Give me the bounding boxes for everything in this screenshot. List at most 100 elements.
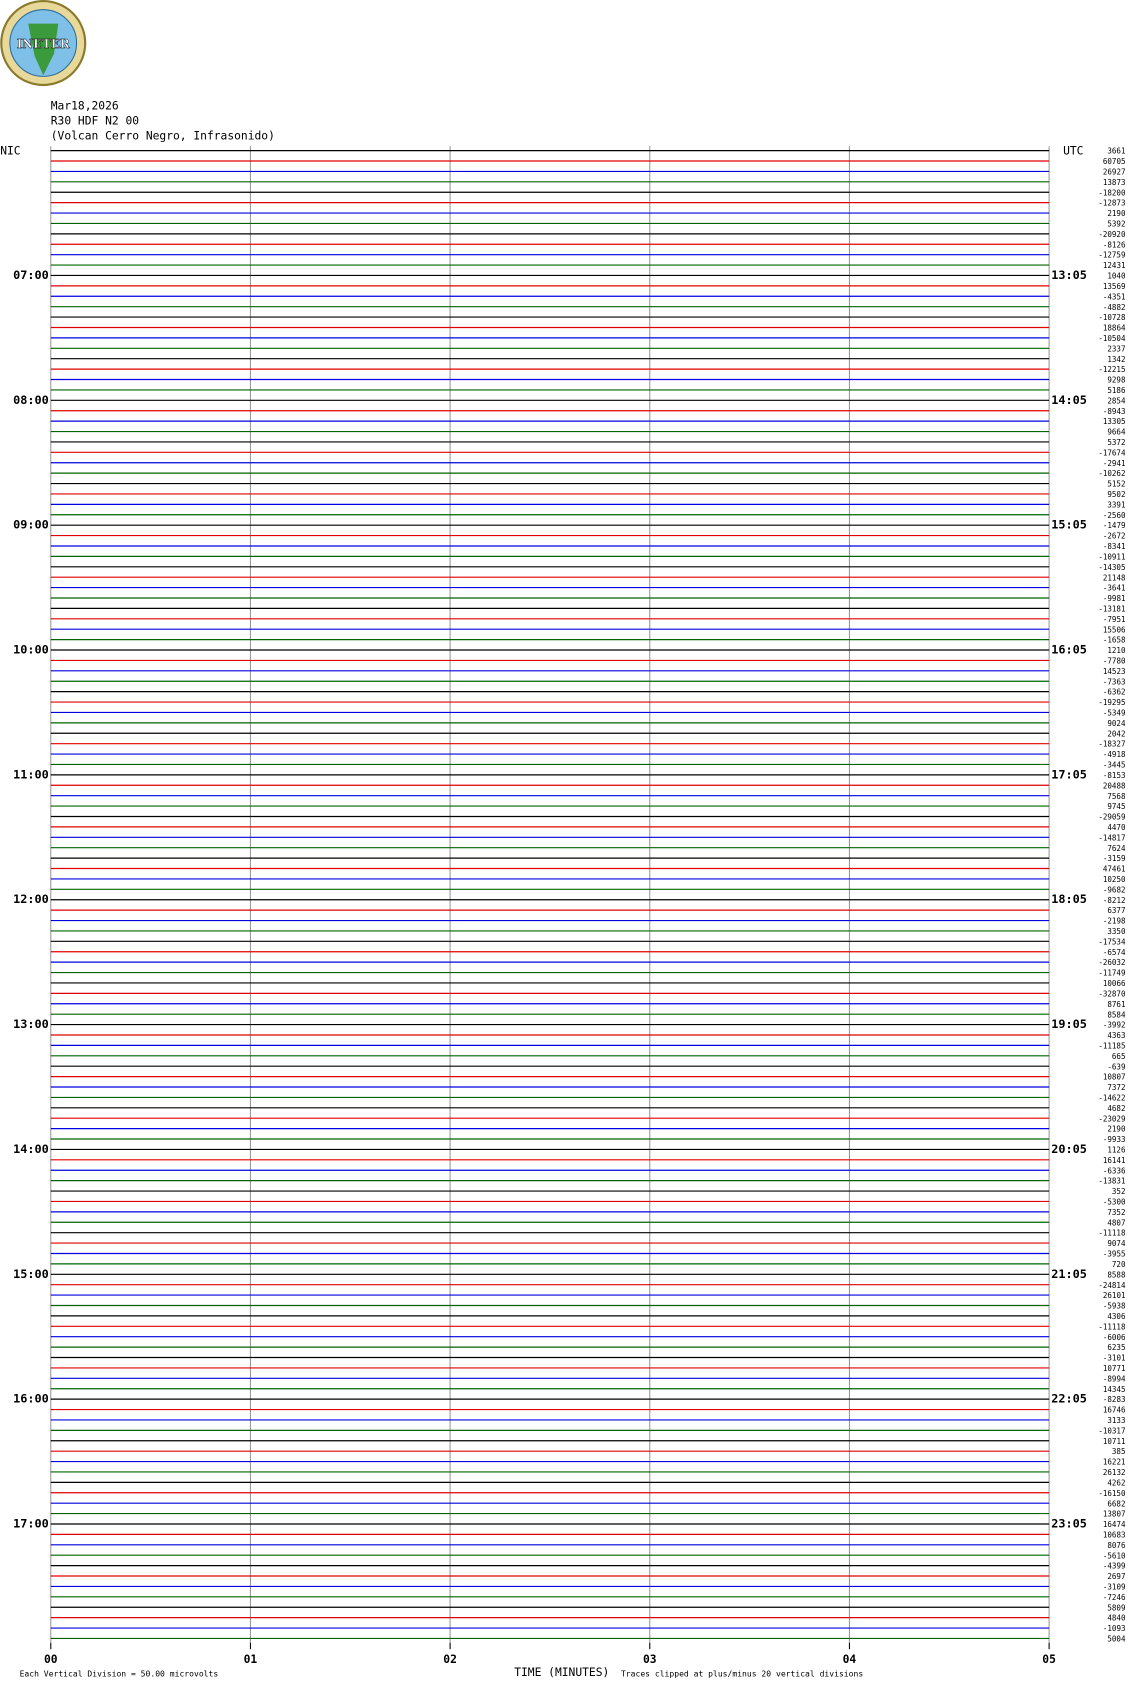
offset-label: -17674 <box>1098 448 1126 457</box>
offset-label: -3159 <box>1103 854 1126 863</box>
offset-label: 8761 <box>1107 1000 1126 1009</box>
offset-label: 385 <box>1112 1447 1126 1456</box>
offset-label: -6574 <box>1103 948 1126 957</box>
offset-label: -1658 <box>1103 636 1126 645</box>
offset-label: 16141 <box>1103 1156 1126 1165</box>
scale-note: Each Vertical Division = 50.00 microvolt… <box>20 1669 219 1678</box>
offset-label: -3445 <box>1103 761 1126 770</box>
offset-label: -9981 <box>1103 594 1126 603</box>
offset-label: -14622 <box>1098 1093 1125 1102</box>
offset-label: 4306 <box>1107 1312 1126 1321</box>
offset-label: -18200 <box>1098 188 1126 197</box>
offset-label: 2042 <box>1107 729 1125 738</box>
offset-label: 20488 <box>1103 781 1126 790</box>
offset-label: -6006 <box>1103 1333 1126 1342</box>
offset-label: -13181 <box>1098 604 1126 613</box>
offset-label: -4882 <box>1103 303 1126 312</box>
right-time-label: 19:05 <box>1051 1017 1087 1031</box>
left-time-label: 12:00 <box>13 892 49 906</box>
offset-label: -23029 <box>1098 1114 1126 1123</box>
offset-label: 13569 <box>1103 282 1126 291</box>
offset-label: 2337 <box>1107 344 1125 353</box>
right-time-label: 18:05 <box>1051 892 1087 906</box>
offset-label: 4840 <box>1107 1614 1126 1623</box>
offset-label: 352 <box>1112 1187 1126 1196</box>
offset-label: -7246 <box>1103 1593 1126 1602</box>
station: R30 HDF N2 00 <box>51 115 140 128</box>
offset-label: 16221 <box>1103 1458 1126 1467</box>
offset-label: 2190 <box>1107 1125 1126 1134</box>
right-time-label: 23:05 <box>1051 1516 1087 1530</box>
x-tick-label: 05 <box>1042 1653 1056 1666</box>
x-tick-label: 01 <box>244 1653 258 1666</box>
offset-label: -24814 <box>1098 1281 1126 1290</box>
offset-label: -5300 <box>1103 1198 1126 1207</box>
offset-label: 8076 <box>1107 1541 1126 1550</box>
right-time-label: 22:05 <box>1051 1392 1087 1406</box>
offset-label: -14305 <box>1098 563 1125 572</box>
offset-label: -4399 <box>1103 1562 1126 1571</box>
left-time-label: 08:00 <box>13 393 49 407</box>
offset-label: 9502 <box>1107 490 1125 499</box>
offset-label: -6362 <box>1103 688 1126 697</box>
offset-label: -12215 <box>1098 365 1125 374</box>
offset-label: -29059 <box>1098 813 1126 822</box>
offset-label: 7352 <box>1107 1208 1125 1217</box>
offset-label: 9024 <box>1107 719 1126 728</box>
offset-label: 13873 <box>1103 178 1126 187</box>
offset-label: -7951 <box>1103 615 1126 624</box>
right-time-label: 21:05 <box>1051 1267 1087 1281</box>
offset-label: 21148 <box>1103 573 1126 582</box>
offset-label: 720 <box>1112 1260 1126 1269</box>
right-time-label: 17:05 <box>1051 767 1087 781</box>
left-time-label: 14:00 <box>13 1142 49 1156</box>
right-zone: UTC <box>1063 145 1083 158</box>
offset-label: 6377 <box>1107 906 1125 915</box>
offset-label: 7624 <box>1107 844 1126 853</box>
offset-label: 9298 <box>1107 376 1126 385</box>
offset-label: -2941 <box>1103 459 1126 468</box>
offset-label: -8212 <box>1103 896 1126 905</box>
offset-label: -11749 <box>1098 969 1126 978</box>
offset-label: -13831 <box>1098 1177 1126 1186</box>
logo-land <box>28 23 59 76</box>
left-zone: NIC <box>0 145 20 158</box>
offset-label: 4682 <box>1107 1104 1125 1113</box>
offset-label: -32870 <box>1098 989 1126 998</box>
offset-label: 9664 <box>1107 428 1126 437</box>
offset-label: 26927 <box>1103 167 1126 176</box>
offset-label: 26132 <box>1103 1468 1126 1477</box>
offset-label: -9682 <box>1103 885 1126 894</box>
offset-label: -20920 <box>1098 230 1126 239</box>
left-time-label: 11:00 <box>13 767 49 781</box>
offset-label: 13807 <box>1103 1510 1126 1519</box>
offset-label: -14817 <box>1098 833 1125 842</box>
offset-label: 16474 <box>1103 1520 1126 1529</box>
x-axis-title: TIME (MINUTES) <box>514 1666 609 1679</box>
logo: INETER <box>0 0 87 87</box>
offset-label: -12759 <box>1098 251 1126 260</box>
offset-label: -19295 <box>1098 698 1125 707</box>
offset-label: -5610 <box>1103 1551 1126 1560</box>
offset-label: 10683 <box>1103 1530 1126 1539</box>
offset-label: -5938 <box>1103 1302 1126 1311</box>
offset-label: -6336 <box>1103 1166 1126 1175</box>
offset-label: 5186 <box>1107 386 1126 395</box>
offset-label: 13305 <box>1103 417 1126 426</box>
left-time-label: 15:00 <box>13 1267 49 1281</box>
left-time-label: 10:00 <box>13 643 49 657</box>
offset-label: 2190 <box>1107 209 1126 218</box>
left-time-label: 07:00 <box>13 268 49 282</box>
offset-label: -8283 <box>1103 1395 1126 1404</box>
left-time-label: 13:00 <box>13 1017 49 1031</box>
offset-label: 3661 <box>1107 147 1126 156</box>
offset-label: 5152 <box>1107 480 1125 489</box>
offset-label: 8584 <box>1107 1010 1126 1019</box>
left-time-label: 09:00 <box>13 518 49 532</box>
offset-label: 1040 <box>1107 272 1126 281</box>
right-time-label: 13:05 <box>1051 268 1087 282</box>
offset-label: 4807 <box>1107 1218 1125 1227</box>
date: Mar18,2026 <box>51 100 119 113</box>
offset-label: -3641 <box>1103 584 1126 593</box>
